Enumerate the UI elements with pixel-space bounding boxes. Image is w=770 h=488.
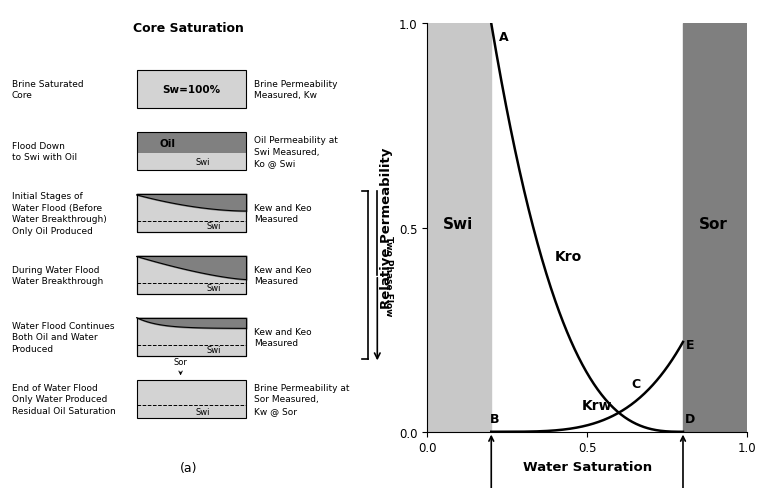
Text: Kro: Kro (554, 250, 581, 264)
Bar (137, 256, 246, 295)
Text: During Water Flood
Water Breakthrough: During Water Flood Water Breakthrough (12, 265, 103, 286)
X-axis label: Water Saturation: Water Saturation (523, 460, 651, 473)
Text: Swi: Swi (196, 407, 209, 416)
Text: Krw: Krw (581, 399, 612, 412)
Text: Water Flood Continues
Both Oil and Water
Produced: Water Flood Continues Both Oil and Water… (12, 321, 114, 353)
Bar (137, 194, 246, 233)
Bar (137, 194, 246, 233)
Bar (137, 154, 246, 171)
Y-axis label: Relative Permeability: Relative Permeability (380, 147, 393, 309)
Text: Brine Permeability
Measured, Kw: Brine Permeability Measured, Kw (254, 80, 337, 100)
Text: Swi: Swi (206, 345, 221, 354)
Text: Sw=100%: Sw=100% (162, 85, 220, 95)
Text: B: B (490, 412, 499, 425)
Text: Kew and Keo
Measured: Kew and Keo Measured (254, 265, 312, 286)
Bar (137, 133, 246, 154)
Bar (137, 380, 246, 418)
Bar (137, 256, 246, 295)
Text: Oil: Oil (159, 138, 176, 148)
Text: Swi: Swi (206, 283, 221, 292)
Text: Kew and Keo
Measured: Kew and Keo Measured (254, 327, 312, 347)
Text: Swi: Swi (196, 158, 209, 167)
Bar (137, 71, 246, 109)
Text: Swi: Swi (443, 216, 473, 231)
Text: Brine Saturated
Core: Brine Saturated Core (12, 80, 83, 100)
Text: End of Water Flood
Only Water Produced
Residual Oil Saturation: End of Water Flood Only Water Produced R… (12, 383, 116, 415)
Text: Sor: Sor (699, 216, 728, 231)
Text: Oil Permeability at
Swi Measured,
Ko @ Swi: Oil Permeability at Swi Measured, Ko @ S… (254, 136, 338, 168)
Text: Two Phase Flow: Two Phase Flow (384, 235, 393, 316)
Bar (137, 318, 246, 356)
Bar (683, 24, 747, 432)
Text: Sor: Sor (173, 358, 188, 375)
Text: A: A (499, 31, 509, 44)
Text: C: C (632, 377, 641, 390)
Text: Swi: Swi (206, 222, 221, 230)
Text: D: D (685, 412, 695, 425)
Text: Sor: Sor (671, 436, 695, 488)
Bar (137, 133, 246, 171)
Text: Brine Permeability at
Sor Measured,
Kw @ Sor: Brine Permeability at Sor Measured, Kw @… (254, 383, 350, 415)
Text: Initial Stages of
Water Flood (Before
Water Breakthrough)
Only Oil Produced: Initial Stages of Water Flood (Before Wa… (12, 191, 106, 236)
Text: (a): (a) (180, 461, 197, 473)
Text: E: E (686, 338, 695, 351)
Bar (137, 318, 246, 356)
Text: Swi=20%: Swi=20% (460, 436, 522, 488)
Text: Kew and Keo
Measured: Kew and Keo Measured (254, 203, 312, 224)
Text: Flood Down
to Swi with Oil: Flood Down to Swi with Oil (12, 142, 77, 162)
Bar (427, 24, 491, 432)
Text: Core Saturation: Core Saturation (133, 21, 244, 35)
